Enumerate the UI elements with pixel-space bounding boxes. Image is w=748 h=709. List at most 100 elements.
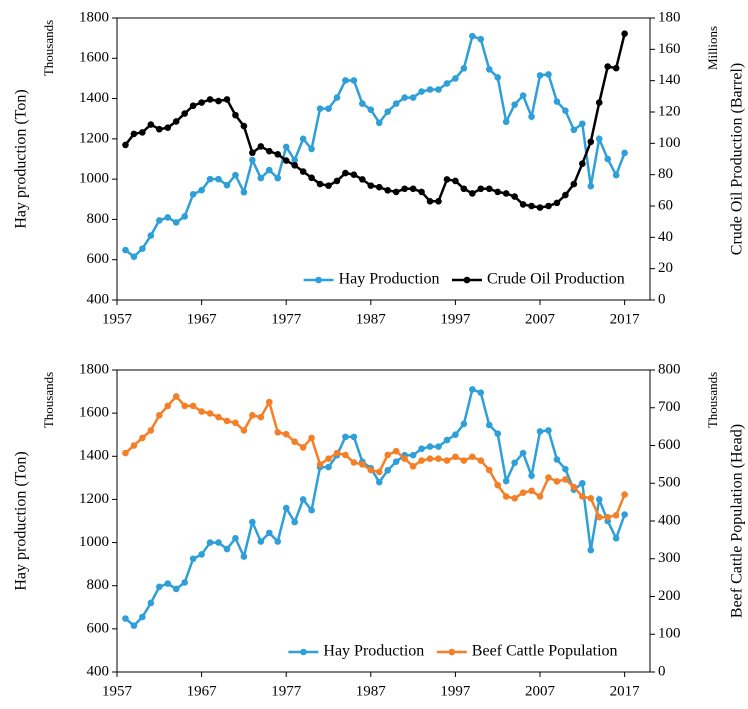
data-point bbox=[130, 442, 138, 449]
data-point bbox=[452, 453, 459, 461]
x-tick-label: 1967 bbox=[187, 683, 218, 699]
legend-label: Hay Production bbox=[339, 271, 440, 288]
data-point bbox=[367, 106, 375, 113]
data-point bbox=[172, 393, 180, 400]
data-point bbox=[392, 447, 400, 455]
plot-frame bbox=[116, 17, 651, 301]
data-point bbox=[570, 180, 578, 188]
data-point bbox=[130, 253, 138, 260]
data-point bbox=[223, 545, 231, 553]
data-point bbox=[477, 457, 485, 464]
data-point bbox=[553, 478, 561, 485]
data-point bbox=[485, 185, 493, 193]
data-point bbox=[257, 413, 265, 421]
data-point bbox=[325, 455, 332, 463]
data-point bbox=[325, 105, 332, 112]
data-point bbox=[562, 107, 569, 114]
data-point bbox=[443, 457, 451, 464]
data-point bbox=[223, 96, 231, 103]
data-point bbox=[164, 124, 172, 131]
y2-tick-label: 600 bbox=[658, 437, 681, 453]
data-point bbox=[181, 213, 188, 220]
data-point bbox=[595, 513, 603, 521]
data-point bbox=[189, 102, 197, 110]
y-tick-label: 800 bbox=[87, 577, 110, 593]
data-point bbox=[536, 72, 544, 79]
data-point bbox=[359, 100, 366, 107]
data-point bbox=[460, 185, 468, 193]
data-point bbox=[562, 191, 569, 199]
data-point bbox=[528, 487, 535, 495]
series-line bbox=[124, 33, 626, 209]
data-point bbox=[494, 74, 502, 81]
data-point bbox=[265, 398, 273, 406]
y2-tick-label: 120 bbox=[658, 103, 681, 119]
data-point bbox=[223, 181, 231, 189]
data-point bbox=[570, 126, 578, 134]
data-point bbox=[409, 462, 417, 470]
data-point bbox=[232, 419, 239, 427]
data-point bbox=[426, 198, 434, 205]
data-point bbox=[545, 474, 552, 481]
y-tick-label: 1000 bbox=[79, 171, 109, 187]
data-point bbox=[291, 161, 298, 169]
y-unit-label: Thousands bbox=[41, 372, 56, 428]
data-point bbox=[291, 438, 298, 446]
y-tick-label: 400 bbox=[87, 291, 110, 307]
y2-tick-label: 160 bbox=[658, 41, 681, 57]
data-point bbox=[392, 458, 400, 465]
data-point bbox=[181, 579, 188, 586]
data-point bbox=[265, 529, 273, 537]
data-point bbox=[130, 622, 138, 629]
data-point bbox=[375, 468, 383, 476]
data-point bbox=[579, 479, 586, 487]
x-tick-label: 1957 bbox=[102, 683, 133, 699]
legend-marker bbox=[300, 648, 307, 656]
data-point bbox=[172, 219, 180, 226]
data-point bbox=[587, 546, 595, 554]
y2-tick-label: 0 bbox=[658, 291, 666, 307]
data-point bbox=[342, 433, 349, 441]
data-point bbox=[147, 599, 155, 607]
data-point bbox=[240, 427, 248, 434]
data-point bbox=[139, 129, 146, 136]
data-point bbox=[139, 434, 146, 442]
data-point bbox=[122, 615, 129, 622]
data-point bbox=[215, 175, 222, 183]
data-point bbox=[308, 145, 315, 153]
data-point bbox=[308, 506, 315, 514]
y2-tick-label: 80 bbox=[658, 166, 673, 182]
data-point bbox=[291, 156, 298, 164]
data-point bbox=[350, 459, 358, 466]
data-point bbox=[401, 94, 408, 101]
data-point bbox=[232, 171, 239, 179]
data-point bbox=[333, 449, 341, 457]
data-point bbox=[342, 169, 349, 177]
y2-tick-label: 200 bbox=[658, 588, 681, 604]
data-point bbox=[528, 113, 535, 120]
data-point bbox=[435, 443, 442, 450]
y2-tick-label: 800 bbox=[658, 361, 681, 377]
data-point bbox=[139, 245, 146, 252]
data-point bbox=[426, 86, 434, 93]
data-point bbox=[359, 461, 366, 468]
data-point bbox=[519, 201, 527, 208]
data-point bbox=[299, 168, 307, 175]
data-point bbox=[452, 177, 459, 185]
data-point bbox=[536, 428, 544, 435]
data-point bbox=[384, 451, 392, 459]
data-point bbox=[299, 444, 307, 451]
data-point bbox=[579, 493, 586, 500]
data-point bbox=[545, 202, 552, 210]
data-point bbox=[367, 466, 375, 474]
data-point bbox=[291, 518, 298, 526]
data-point bbox=[232, 534, 239, 542]
data-point bbox=[570, 483, 578, 491]
data-point bbox=[274, 151, 282, 158]
data-point bbox=[350, 433, 358, 441]
data-point bbox=[502, 493, 510, 500]
x-tick-label: 1977 bbox=[271, 311, 302, 327]
data-point bbox=[172, 585, 180, 593]
data-point bbox=[452, 75, 459, 82]
data-point bbox=[384, 187, 392, 194]
